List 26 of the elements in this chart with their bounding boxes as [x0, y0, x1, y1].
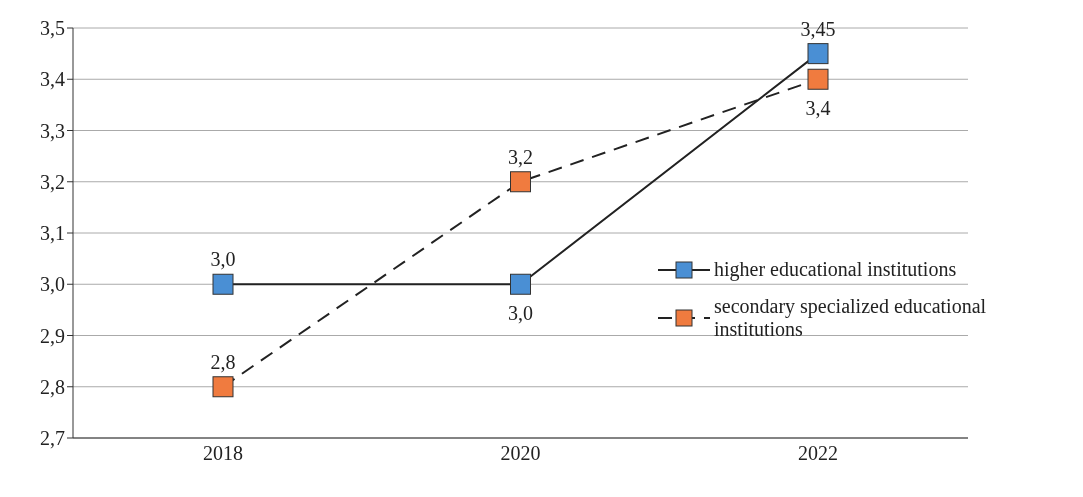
- y-tick-label: 3,1: [40, 222, 65, 245]
- data-label: 3,0: [210, 248, 236, 271]
- y-tick-label: 3,3: [40, 119, 65, 142]
- y-tick-label: 2,9: [40, 324, 65, 347]
- y-tick-label: 2,7: [40, 427, 65, 450]
- y-tick-label: 3,4: [40, 68, 65, 91]
- y-tick-label: 3,2: [40, 170, 65, 193]
- data-label: 3,45: [800, 17, 836, 40]
- data-label: 3,2: [508, 145, 533, 168]
- legend-label: secondary specialized educational institutions: [714, 295, 988, 341]
- data-label: 3,4: [805, 97, 831, 120]
- y-tick-label: 2,8: [40, 375, 65, 398]
- point: [212, 273, 234, 295]
- legend-label: higher educational institutions: [714, 258, 957, 281]
- x-tick-label: 2018: [203, 442, 243, 465]
- y-tick-label: 3,0: [40, 273, 65, 296]
- data-label: 3,0: [508, 302, 533, 325]
- point: [807, 68, 829, 90]
- point: [510, 171, 531, 193]
- y-tick-label: 3,5: [40, 17, 65, 40]
- data-label: 2,8: [210, 350, 236, 373]
- x-tick-label: 2022: [798, 442, 838, 465]
- x-tick-label: 2020: [500, 442, 541, 465]
- point: [510, 273, 531, 295]
- point: [807, 43, 829, 65]
- point: [212, 376, 234, 398]
